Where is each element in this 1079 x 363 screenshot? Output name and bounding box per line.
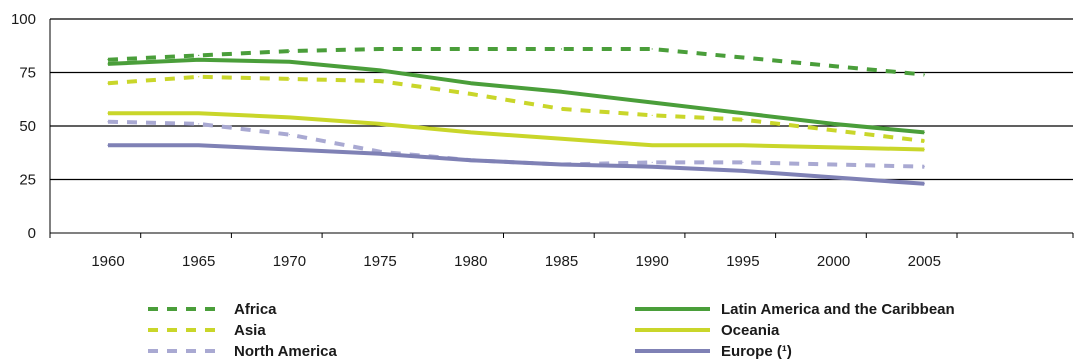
legend-label: Oceania — [721, 322, 780, 339]
legend-item-latin-america-and-the-caribbean: Latin America and the Caribbean — [635, 301, 955, 318]
data-point-europe — [651, 166, 653, 168]
data-point-africa — [379, 48, 381, 50]
data-point-oceania — [560, 138, 563, 140]
data-point-oceania — [651, 144, 653, 146]
data-point-oceania — [379, 123, 381, 125]
series-line-oceania — [108, 111, 925, 152]
legend-item-africa: Africa — [148, 301, 277, 318]
x-tick-label: 1995 — [726, 253, 759, 270]
y-tick-label: 75 — [19, 65, 36, 82]
legend-label: Latin America and the Caribbean — [721, 301, 955, 318]
y-tick-label: 50 — [19, 118, 36, 135]
data-point-africa — [288, 50, 290, 52]
y-tick-label: 100 — [11, 11, 36, 28]
data-point-europe — [107, 144, 109, 146]
legend-item-north-america: North America — [148, 343, 337, 360]
y-tick-label: 0 — [28, 225, 36, 242]
data-point-africa — [923, 74, 925, 76]
data-point-asia — [470, 93, 472, 95]
data-point-asia — [379, 80, 381, 82]
data-point-asia — [107, 82, 109, 84]
data-point-latin-america-and-the-caribbean — [560, 91, 563, 93]
data-point-oceania — [923, 148, 925, 151]
data-point-asia — [288, 78, 290, 80]
data-point-oceania — [470, 131, 472, 134]
data-point-oceania — [833, 146, 835, 148]
series-line-latin-america-and-the-caribbean — [107, 57, 925, 135]
data-point-north-america — [107, 121, 109, 123]
data-point-oceania — [742, 144, 744, 146]
x-axis-tick-labels: 1960 1965 1970 1975 1980 1985 1990 1995 2000 2005 — [91, 253, 941, 270]
data-point-asia — [651, 114, 653, 116]
data-point-africa — [651, 48, 653, 50]
data-point-oceania — [198, 112, 200, 114]
x-tick-label: 1960 — [91, 253, 124, 270]
x-tick-label: 1980 — [454, 253, 487, 270]
x-tick-label: 2005 — [908, 253, 941, 270]
series-line-asia — [107, 74, 925, 143]
x-tick-label: 1975 — [363, 253, 396, 270]
data-point-latin-america-and-the-caribbean — [742, 112, 744, 114]
data-point-latin-america-and-the-caribbean — [470, 82, 472, 84]
gridlines — [50, 18, 1073, 181]
data-point-europe — [288, 148, 290, 151]
data-point-latin-america-and-the-caribbean — [833, 123, 835, 125]
x-tick-label: 1985 — [545, 253, 578, 270]
y-tick-label: 25 — [19, 172, 36, 189]
axes — [49, 19, 1074, 238]
data-point-north-america — [923, 166, 925, 168]
series-line-north-america — [107, 119, 925, 169]
data-point-africa — [560, 48, 563, 50]
data-point-europe — [833, 176, 835, 178]
series-line-europe — [108, 143, 925, 186]
data-point-europe — [742, 170, 744, 172]
legend-item-europe: Europe (¹) — [635, 343, 792, 360]
data-point-latin-america-and-the-caribbean — [923, 131, 925, 134]
x-tick-label: 1970 — [273, 253, 306, 270]
data-point-asia — [742, 118, 744, 121]
data-point-europe — [470, 159, 472, 161]
series-line-africa — [107, 47, 925, 77]
data-point-africa — [198, 54, 200, 56]
legend-label: Europe (¹) — [721, 343, 792, 360]
legend-label: North America — [234, 343, 337, 360]
data-point-asia — [923, 140, 925, 142]
y-axis-tick-labels: 0 25 50 75 100 — [11, 11, 36, 242]
data-point-africa — [470, 48, 472, 50]
data-point-europe — [198, 144, 200, 146]
data-point-europe — [379, 153, 381, 155]
x-tick-label: 1965 — [182, 253, 215, 270]
data-point-latin-america-and-the-caribbean — [288, 61, 290, 63]
data-point-europe — [560, 163, 563, 166]
data-point-north-america — [742, 161, 744, 163]
data-point-africa — [107, 59, 109, 61]
x-tick-label: 1990 — [636, 253, 669, 270]
data-point-oceania — [107, 112, 109, 114]
data-point-africa — [833, 65, 835, 67]
data-point-latin-america-and-the-caribbean — [107, 63, 109, 65]
data-point-north-america — [198, 123, 200, 125]
data-point-north-america — [833, 163, 835, 166]
data-point-asia — [560, 108, 563, 110]
data-point-latin-america-and-the-caribbean — [198, 59, 200, 61]
data-point-latin-america-and-the-caribbean — [651, 101, 653, 104]
data-point-europe — [923, 183, 925, 185]
legend: Africa Asia North America Latin America and… — [148, 301, 955, 360]
data-point-north-america — [651, 161, 653, 163]
series-lines — [107, 47, 925, 186]
data-point-africa — [742, 56, 744, 59]
data-point-asia — [198, 76, 200, 78]
x-tick-label: 2000 — [817, 253, 850, 270]
legend-label: Asia — [234, 322, 266, 339]
data-point-oceania — [288, 116, 290, 119]
data-point-north-america — [288, 133, 290, 136]
data-point-latin-america-and-the-caribbean — [379, 69, 381, 71]
legend-item-asia: Asia — [148, 322, 266, 339]
legend-label: Africa — [234, 301, 277, 318]
data-point-asia — [833, 129, 835, 131]
legend-item-oceania: Oceania — [635, 322, 780, 339]
